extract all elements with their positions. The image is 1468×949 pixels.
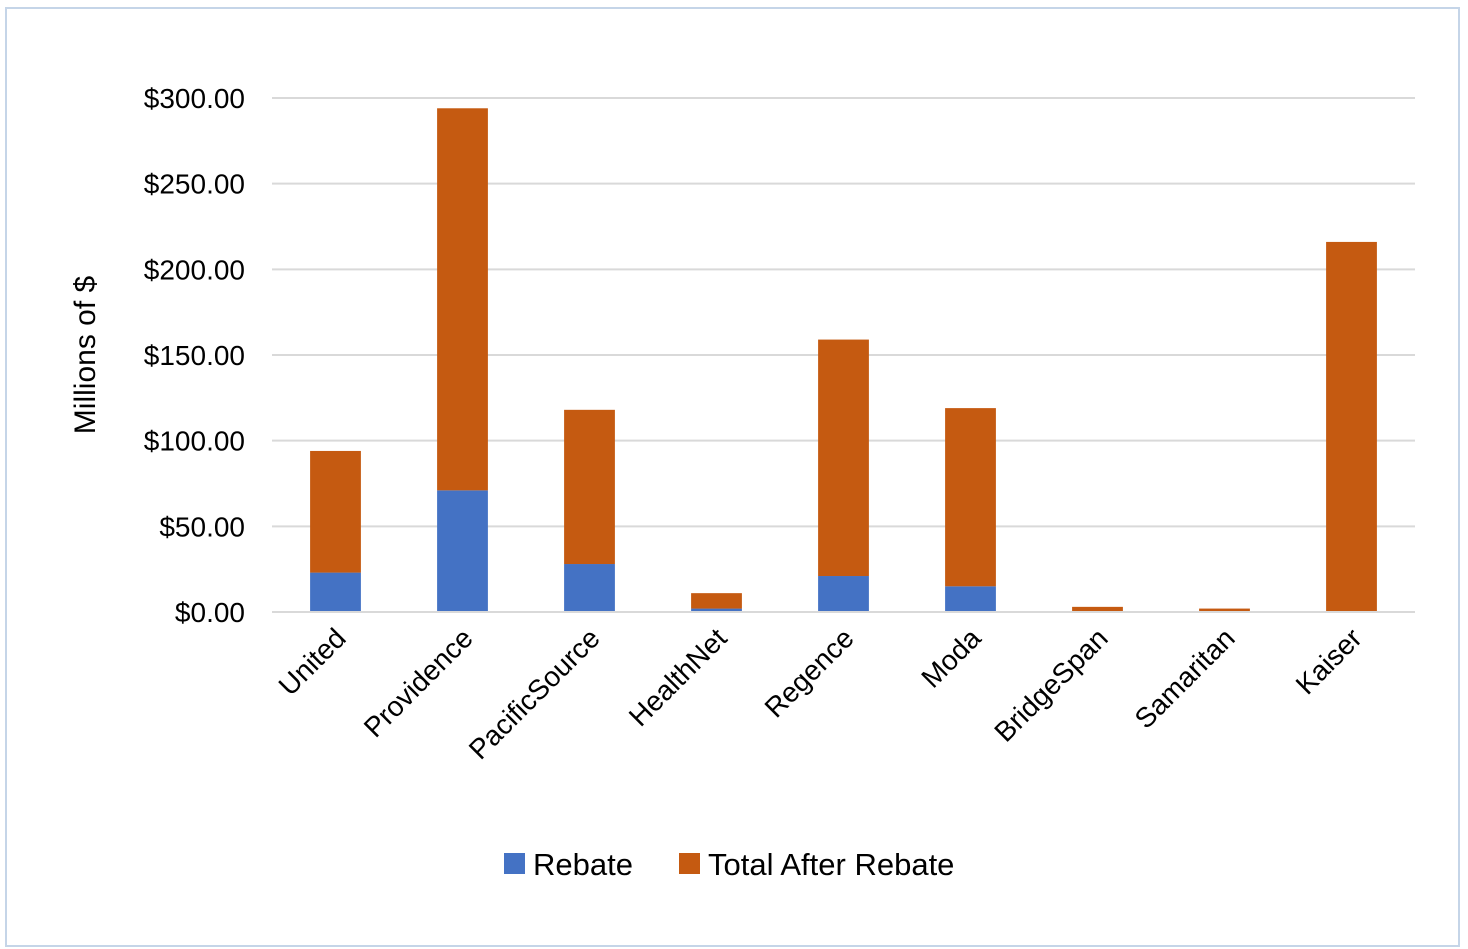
bar-rebate-regence [818,576,869,612]
x-tick-label: Regence [759,622,860,723]
y-tick-label: $0.00 [175,597,245,628]
legend-label: Total After Rebate [708,847,954,882]
y-tick-label: $150.00 [144,340,245,371]
x-tick-label: BridgeSpan [988,622,1113,747]
legend-swatch [504,853,525,874]
bar-total-after-rebate-regence [818,339,869,577]
y-tick-label: $200.00 [144,254,245,285]
legend: Rebate Total After Rebate [504,847,954,882]
chart-frame [5,7,1460,947]
x-tick-label: HealthNet [623,622,733,732]
bar-total-after-rebate-samaritan [1199,608,1250,612]
bar-total-after-rebate-providence [437,108,488,491]
x-tick-label: Providence [358,622,479,743]
y-tick-label: $250.00 [144,169,245,200]
y-axis-label: Millions of $ [69,275,102,434]
x-tick-label: Kaiser [1290,622,1368,700]
x-tick-label: Samaritan [1129,622,1241,734]
y-tick-label: $300.00 [144,83,245,114]
legend-label: Rebate [533,847,633,882]
bar-total-after-rebate-healthnet [691,593,742,609]
bar-total-after-rebate-bridgespan [1072,606,1123,612]
bar-total-after-rebate-kaiser [1326,241,1377,613]
y-tick-label: $50.00 [159,511,245,542]
bars [272,108,1415,613]
x-tick-label: Moda [915,622,987,694]
bar-total-after-rebate-pacificsource [564,409,615,565]
bar-rebate-healthnet [691,608,742,612]
bar-total-after-rebate-united [310,450,361,573]
bar-rebate-moda [945,586,996,612]
x-tick-label: United [273,622,352,701]
bar-rebate-united [310,572,361,612]
bar-rebate-pacificsource [564,564,615,612]
x-tick-label: PacificSource [463,622,606,765]
bar-rebate-providence [437,490,488,612]
y-tick-label: $100.00 [144,426,245,457]
y-axis-ticks: $0.00 $50.00 $100.00 $150.00 $200.00 $250.00 $… [144,83,245,628]
bar-total-after-rebate-moda [945,408,996,587]
legend-swatch [679,853,700,874]
